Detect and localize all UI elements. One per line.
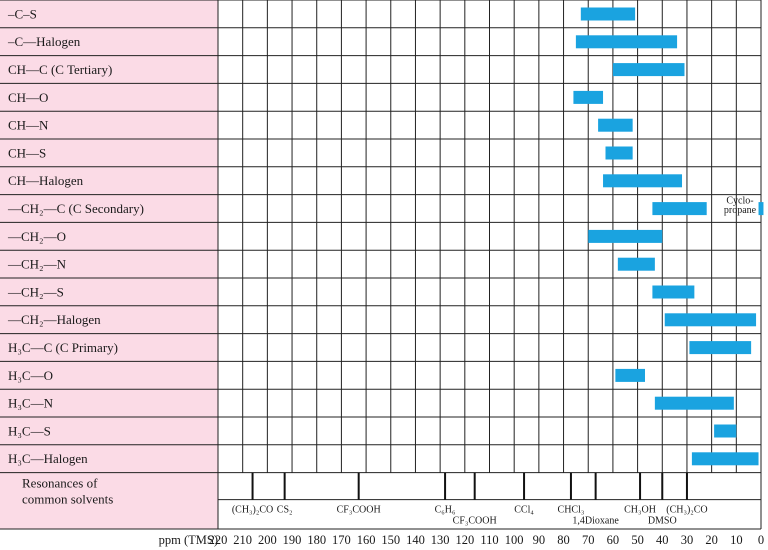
range-bar [652,285,695,299]
row-label: CH—O [8,90,48,105]
range-bar [612,63,685,77]
row-label: —CH₂—C (C Secondary) [7,201,144,216]
x-tick-label: 10 [730,533,743,547]
row-label: —CH₂—O [7,229,66,244]
solvent-label: CH₃OH [624,505,656,516]
x-tick-label: 20 [705,533,718,547]
range-bar [605,146,633,160]
x-tick-label: 150 [381,533,400,547]
x-tick-label: 30 [681,533,694,547]
annotation-label: Cyclo- [726,196,753,207]
x-tick-label: 120 [455,533,474,547]
solvents-label: common solvents [22,492,113,507]
range-bar [617,257,655,271]
range-bar [580,7,636,21]
row-label: —CH₂—N [7,257,67,272]
row-label: CH—N [8,118,49,133]
row-label: —CH₂—S [7,284,64,299]
x-tick-label: 140 [406,533,425,547]
range-bar [689,341,752,355]
label-column-background [0,0,218,529]
bars-layer: Cyclo-propane [573,7,764,466]
solvent-label: CHCl₃ [558,505,585,516]
x-tick-label: 40 [656,533,669,547]
x-tick-label: 130 [431,533,450,547]
range-bar [758,202,764,216]
solvents-label: Resonances of [22,476,98,491]
row-label: –C—Halogen [7,34,81,49]
x-tick-label: 160 [357,533,376,547]
x-tick-label: 60 [607,533,620,547]
row-label: H₃C—N [8,396,54,411]
row-label: H₃C—O [8,368,53,383]
range-bar [654,396,734,410]
row-label: CH—Halogen [8,173,84,188]
solvent-label: (CH₃)₂CO [232,505,273,516]
x-tick-label: 70 [582,533,595,547]
range-bar [714,424,737,438]
x-tick-label: 180 [307,533,326,547]
solvent-label: 1,4Dioxane [572,516,619,527]
solvent-label: (CH₃)₂CO [666,505,707,516]
x-tick-label: 220 [209,533,228,547]
range-bar [652,202,707,216]
x-tick-label: 0 [758,533,764,547]
row-label: –C–S [7,6,37,21]
solvent-label: C₆H₆ [435,505,456,516]
annotation-label: propane [724,205,757,216]
row-labels-layer: –C–S –C—Halogen CH—C (C Tertiary) CH—O CH—N C… [0,0,218,529]
x-tick-label: 110 [480,533,498,547]
row-label: H₃C—Halogen [8,451,88,466]
row-label: H₃C—C (C Primary) [8,340,118,355]
range-bar [575,35,678,49]
x-axis-label: ppm (TMS) [159,533,218,547]
x-tick-label: 190 [283,533,302,547]
solvent-label: CF₃COOH [337,505,381,516]
row-label: —CH₂—Halogen [7,312,101,327]
x-tick-label: 170 [332,533,351,547]
x-tick-label: 80 [557,533,570,547]
x-tick-label: 50 [631,533,644,547]
range-bar [615,368,645,382]
x-tick-label: 200 [258,533,277,547]
range-bar [588,229,663,243]
solvent-label: CF₃COOH [453,516,497,527]
solvent-label: CCl₄ [514,505,534,516]
grid-layer [0,0,762,530]
x-tick-label: 100 [505,533,524,547]
row-label: CH—S [8,145,46,160]
range-bar [664,313,757,327]
x-tick-label: 90 [533,533,546,547]
x-tick-label: 210 [233,533,252,547]
range-bar [603,174,683,188]
range-bar [573,90,604,104]
row-label: CH—C (C Tertiary) [8,62,112,77]
solvent-label: CS₂ [277,505,293,516]
range-bar [598,118,633,132]
row-label: H₃C—S [8,423,51,438]
x-axis: ppm (TMS) 220 210 200 190 180 170 160 150 140 130… [159,533,765,547]
solvent-label: DMSO [648,516,677,527]
range-bar [691,452,759,466]
